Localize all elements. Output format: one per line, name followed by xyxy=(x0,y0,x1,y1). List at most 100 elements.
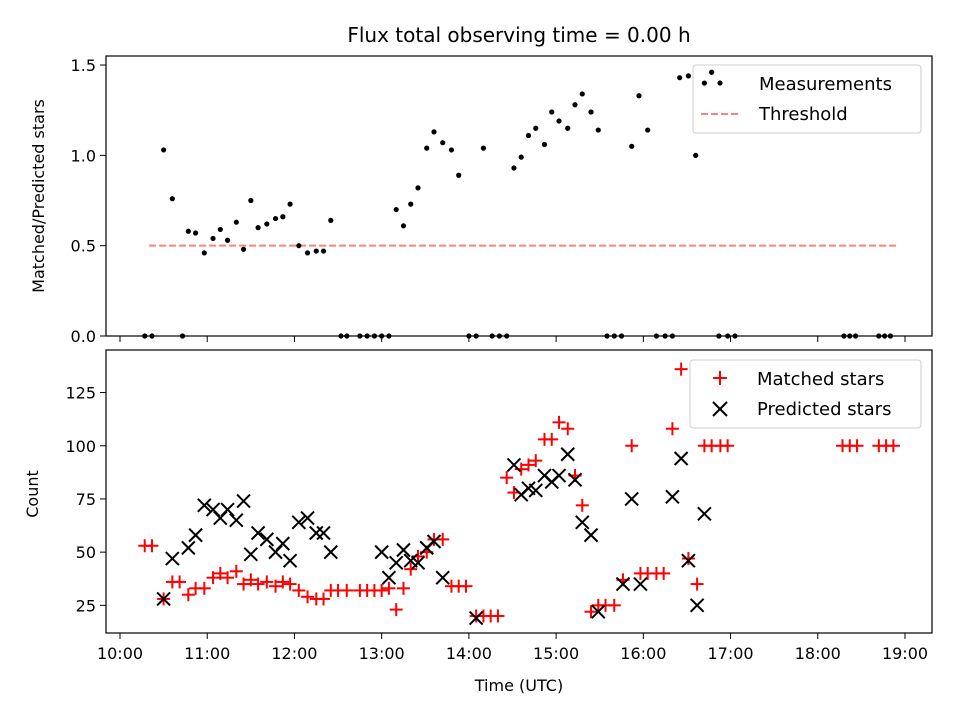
measurement-point xyxy=(296,243,302,249)
predicted-star-b xyxy=(673,451,689,466)
predicted-star-point xyxy=(673,451,689,466)
predicted-star-b xyxy=(551,468,567,483)
measurement-point xyxy=(224,237,231,243)
measurement-point xyxy=(400,223,407,229)
matched-star-point xyxy=(575,498,589,512)
matched-star-point xyxy=(283,577,297,591)
matched-star-point xyxy=(317,592,331,606)
measurement-point xyxy=(264,221,270,227)
matched-star-point xyxy=(276,575,290,589)
predicted-star-point xyxy=(259,532,275,547)
measurement-point xyxy=(511,165,517,171)
matched-star-point xyxy=(206,571,220,585)
measurement-point xyxy=(192,230,199,236)
top-legend: Measurements Threshold xyxy=(692,64,922,134)
measurement-point xyxy=(210,235,216,242)
measurement-point xyxy=(456,172,462,178)
predicted-star-b xyxy=(689,598,705,613)
bottom-plot-frame xyxy=(105,349,933,634)
measurement-point xyxy=(525,132,532,139)
measurement-point xyxy=(677,75,683,81)
measurement-point xyxy=(415,185,421,191)
y-tick-label: 0.5 xyxy=(71,237,96,256)
measurement-point xyxy=(320,248,327,254)
measurement-point xyxy=(709,69,715,75)
measurement-point xyxy=(579,91,585,97)
x-tick-label: 17:00 xyxy=(708,644,754,663)
measurement-point xyxy=(645,127,651,133)
measurement-point xyxy=(431,129,437,135)
matched-star-point xyxy=(382,581,396,595)
predicted-star-point xyxy=(243,547,259,562)
matched-star-point xyxy=(500,471,514,485)
legend-label-predicted: Predicted stars xyxy=(757,399,891,420)
measurement-point xyxy=(142,333,148,339)
chart-title: Flux total observing time = 0.00 h xyxy=(347,23,690,47)
measurement-point xyxy=(480,145,487,151)
predicted-star-b xyxy=(665,489,680,505)
predicted-star-b xyxy=(229,513,244,528)
matched-star-point xyxy=(552,415,566,429)
top-ylabel: Matched/Predicted stars xyxy=(29,99,48,293)
predicted-star-b xyxy=(243,547,259,562)
legend-label-matched: Matched stars xyxy=(757,369,884,390)
matched-star-point xyxy=(269,579,283,593)
matched-star-point xyxy=(173,575,187,589)
matched-star-point xyxy=(459,579,473,593)
predicted-star-point xyxy=(681,553,696,568)
measurement-point xyxy=(304,250,311,256)
predicted-star-b xyxy=(205,502,221,517)
matched-star-point xyxy=(665,422,679,436)
bottom-panel: 25 50 75 100 125 10:00 11:00 12:00 13:00 14:00 15:… xyxy=(65,384,928,663)
predicted-star-point xyxy=(583,527,599,543)
predicted-star-b xyxy=(396,542,411,558)
legend-marker-predicted xyxy=(712,401,728,417)
predicted-star-point xyxy=(551,468,567,483)
measurement-point xyxy=(240,246,247,252)
measurement-point xyxy=(496,333,503,339)
measurement-point xyxy=(701,80,707,86)
predicted-star-b xyxy=(275,536,291,551)
matched-star-point xyxy=(657,566,671,580)
measurement-point xyxy=(313,248,319,254)
predicted-star-point xyxy=(506,457,522,473)
measurement-point xyxy=(882,333,888,339)
x-tick-label: 13:00 xyxy=(359,644,405,663)
predicted-star-b xyxy=(528,483,543,498)
matched-star-point xyxy=(375,583,389,597)
matched-star-point xyxy=(561,422,575,436)
measurement-point xyxy=(386,333,392,339)
y-tick-label: 75 xyxy=(76,490,96,509)
matched-star-point xyxy=(545,432,559,446)
measurement-point xyxy=(233,219,239,225)
y-tick-label: 125 xyxy=(65,384,96,403)
predicted-star-b xyxy=(591,604,606,619)
measurement-point xyxy=(489,333,495,339)
measurement-point xyxy=(473,333,479,339)
measurement-point xyxy=(201,250,207,256)
predicted-star-b xyxy=(291,515,307,530)
predicted-star-point xyxy=(323,544,338,560)
matched-star-point xyxy=(625,439,639,453)
measurement-point xyxy=(179,333,186,339)
measurement-point xyxy=(847,333,853,339)
predicted-star-point xyxy=(567,472,583,488)
measurement-point xyxy=(272,215,279,222)
matched-star-point xyxy=(584,605,598,619)
predicted-star-point xyxy=(560,447,575,462)
measurement-point xyxy=(169,196,175,202)
measurement-point xyxy=(217,226,223,233)
measurement-point xyxy=(629,143,635,149)
predicted-star-b xyxy=(521,481,536,496)
predicted-star-point xyxy=(316,525,331,541)
predicted-star-point xyxy=(591,604,606,619)
predicted-star-point xyxy=(381,570,397,585)
measurement-point xyxy=(565,125,571,131)
predicted-star-b xyxy=(633,576,648,592)
predicted-star-b xyxy=(374,544,389,560)
measurement-point xyxy=(338,333,344,339)
measurement-point xyxy=(149,333,155,339)
legend-label-measurements: Measurements xyxy=(759,74,892,95)
measurement-point xyxy=(572,102,578,108)
predicted-star-point xyxy=(697,506,712,522)
